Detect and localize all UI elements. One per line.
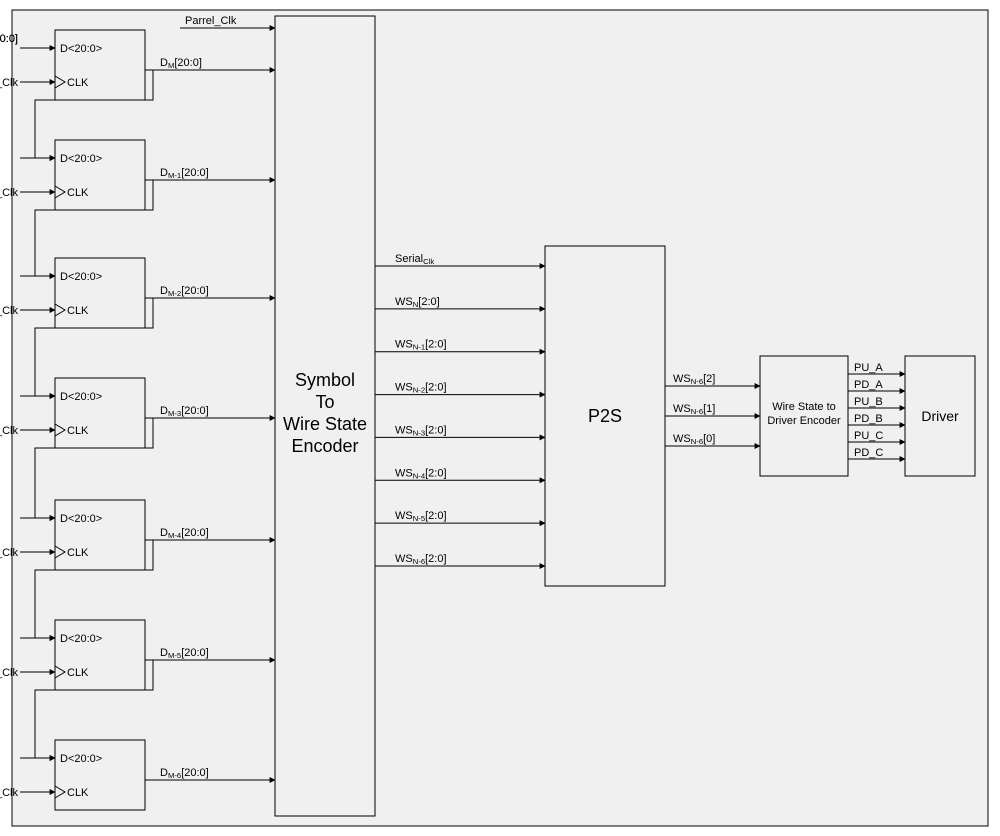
reg-clk-src-6: Parrel_Clk xyxy=(0,787,18,799)
driver-in-4: PU_C xyxy=(854,430,883,442)
reg-out-6: DM-6[20:0] xyxy=(160,767,209,780)
register-0 xyxy=(55,30,145,100)
register-6 xyxy=(55,740,145,810)
reg-clk-src-2: Parrel_Clk xyxy=(0,305,18,317)
reg-clk-src-0: Parrel_Clk xyxy=(0,77,18,89)
driver-in-0: PU_A xyxy=(854,362,883,374)
encoder-top-clk: Parrel_Clk xyxy=(185,15,237,27)
wsde-title-0: Wire State to xyxy=(772,401,836,413)
driver-in-2: PU_B xyxy=(854,396,883,408)
register-3 xyxy=(55,378,145,448)
p2s-title: P2S xyxy=(588,406,622,426)
block-diagram: SymbolToWire StateEncoder Parrel_Clk D<20:… xyxy=(0,0,1000,836)
wsde-title-1: Driver Encoder xyxy=(767,415,841,427)
reg-clk-port-5: CLK xyxy=(67,667,89,679)
reg-d-port-6: D<20:0> xyxy=(60,753,102,765)
encoder-title-0: Symbol xyxy=(295,370,355,390)
reg-clk-port-1: CLK xyxy=(67,187,89,199)
reg-d-port-0: D<20:0> xyxy=(60,43,102,55)
reg-clk-port-2: CLK xyxy=(67,305,89,317)
reg-out-0: DM[20:0] xyxy=(160,57,202,70)
reg-clk-src-4: Parrel_Clk xyxy=(0,547,18,559)
reg-d-port-5: D<20:0> xyxy=(60,633,102,645)
reg-out-1: DM-1[20:0] xyxy=(160,167,209,180)
reg-out-2: DM-2[20:0] xyxy=(160,285,209,298)
reg-d-port-4: D<20:0> xyxy=(60,513,102,525)
register-5 xyxy=(55,620,145,690)
driver-title: Driver xyxy=(921,408,959,424)
driver-in-3: PD_B xyxy=(854,413,883,425)
reg-clk-port-3: CLK xyxy=(67,425,89,437)
reg-clk-port-6: CLK xyxy=(67,787,89,799)
reg-d-port-3: D<20:0> xyxy=(60,391,102,403)
encoder-title-3: Encoder xyxy=(291,436,358,456)
reg-clk-src-3: Parrel_Clk xyxy=(0,425,18,437)
reg-clk-port-4: CLK xyxy=(67,547,89,559)
reg-d-src-0: DM+1[20:0] xyxy=(0,33,18,46)
register-2 xyxy=(55,258,145,328)
driver-in-1: PD_A xyxy=(854,379,883,391)
register-4 xyxy=(55,500,145,570)
register-1 xyxy=(55,140,145,210)
reg-d-port-1: D<20:0> xyxy=(60,153,102,165)
reg-out-5: DM-5[20:0] xyxy=(160,647,209,660)
driver-in-5: PD_C xyxy=(854,447,883,459)
reg-clk-src-1: Parrel_Clk xyxy=(0,187,18,199)
p2s-in-1: WSN[2:0] xyxy=(395,296,440,309)
encoder-title-2: Wire State xyxy=(283,414,367,434)
encoder-title-1: To xyxy=(315,392,334,412)
reg-clk-port-0: CLK xyxy=(67,77,89,89)
reg-out-3: DM-3[20:0] xyxy=(160,405,209,418)
reg-d-port-2: D<20:0> xyxy=(60,271,102,283)
reg-out-4: DM-4[20:0] xyxy=(160,527,209,540)
reg-clk-src-5: Parrel_Clk xyxy=(0,667,18,679)
